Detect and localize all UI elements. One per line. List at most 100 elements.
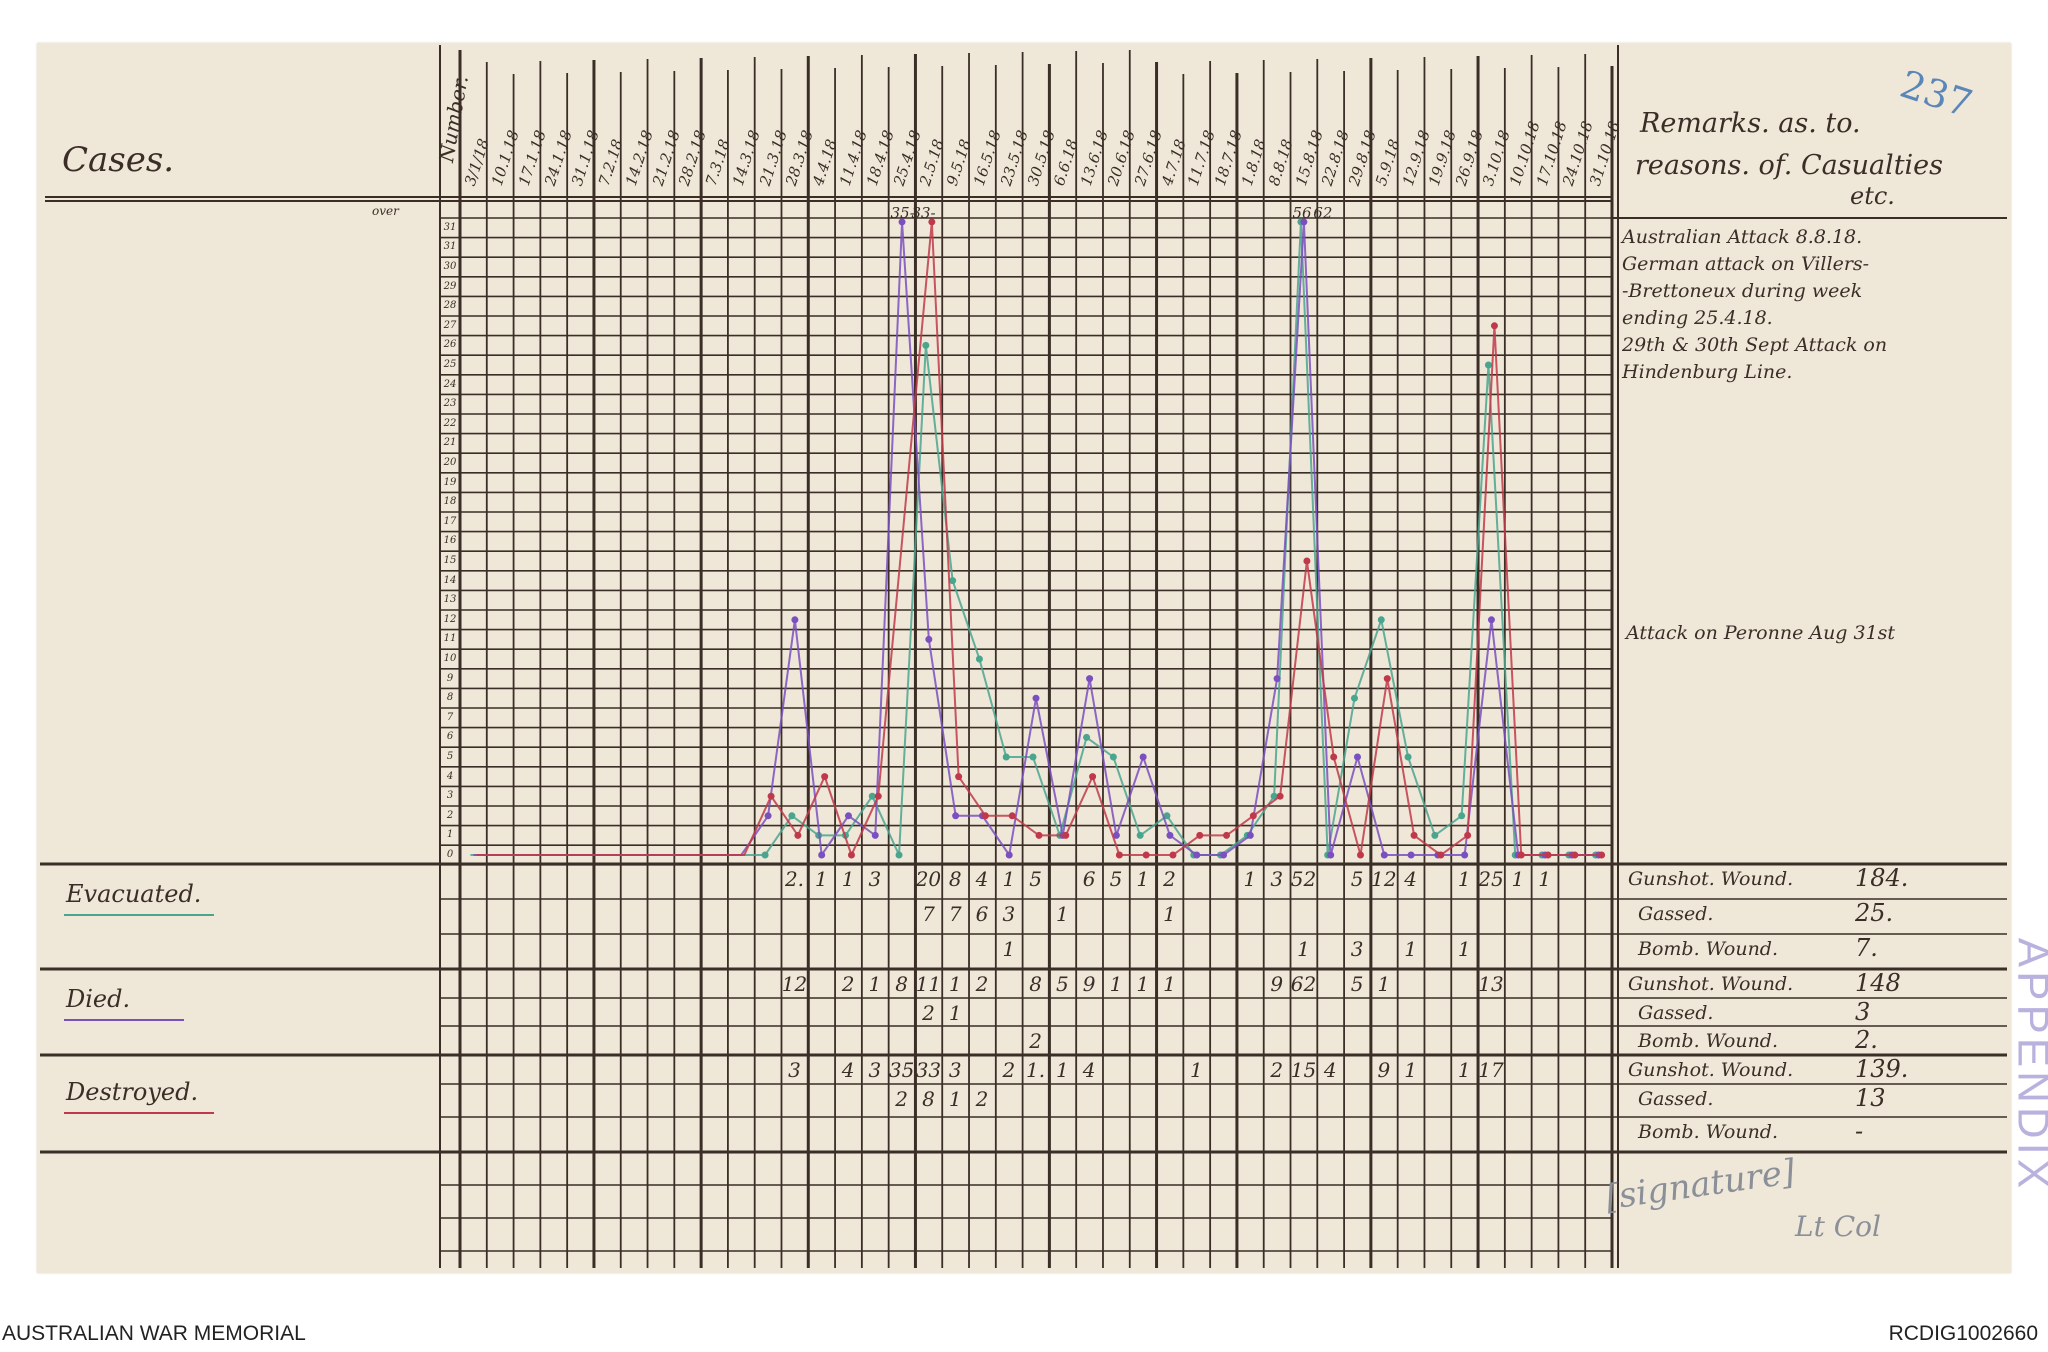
remark-line: German attack on Villers-: [1622, 253, 1870, 275]
cause-label: Bomb. Wound.: [1638, 1121, 1779, 1143]
data-point-destroyed: [1490, 322, 1498, 330]
table-cell: 3: [1350, 937, 1364, 961]
table-cell: 52: [1290, 867, 1317, 891]
legend-swatch: [64, 1112, 214, 1114]
y-tick-label: 16: [443, 535, 457, 547]
y-tick-label: 12: [443, 613, 457, 625]
table-cell: 5: [1029, 867, 1042, 891]
table-cell: 9: [1377, 1058, 1391, 1082]
y-tick-label: 23: [443, 398, 457, 410]
cause-total: 7.: [1855, 934, 1878, 962]
cause-label: Gassed.: [1638, 1088, 1714, 1110]
y-tick-label: 5: [446, 751, 454, 762]
data-point-destroyed: [981, 812, 989, 820]
data-point-destroyed: [794, 831, 802, 839]
remark-line: 29th & 30th Sept Attack on: [1622, 334, 1888, 356]
data-point-evacuated: [1350, 694, 1358, 702]
data-point-died: [764, 812, 772, 820]
table-cell: 3: [868, 867, 882, 891]
signature-rank: Lt Col: [1795, 1210, 1881, 1243]
data-point-died: [1220, 851, 1228, 859]
data-point-destroyed: [1249, 812, 1257, 820]
cause-total: 13: [1855, 1084, 1886, 1112]
group-label-destroyed: Destroyed.: [66, 1078, 199, 1106]
series-line-died: [473, 221, 1599, 858]
peak-annotation: 56: [1292, 203, 1312, 222]
table-cell: 3: [868, 1058, 882, 1082]
cause-total: -: [1855, 1117, 1864, 1145]
y-tick-label: 30: [443, 261, 457, 272]
table-cell: 4: [1323, 1058, 1337, 1082]
y-tick-label: 21: [443, 437, 457, 449]
table-cell: 1: [1136, 867, 1150, 891]
table-cell: 2.: [784, 867, 805, 891]
data-point-evacuated: [895, 851, 903, 859]
table-cell: 2: [1163, 867, 1176, 891]
cause-total: 25.: [1855, 899, 1894, 927]
y-tick-label: 22: [443, 417, 457, 429]
table-cell: 1: [948, 1087, 962, 1111]
table-cell: 1: [1538, 867, 1551, 891]
table-cell: 1: [1297, 937, 1310, 961]
data-point-destroyed: [874, 792, 882, 800]
data-point-died: [844, 812, 852, 820]
data-point-destroyed: [847, 851, 855, 859]
table-cell: 1: [1163, 972, 1176, 996]
cause-label: Gunshot. Wound.: [1628, 973, 1794, 995]
data-point-died: [1380, 851, 1388, 859]
table-cell: 2: [975, 972, 989, 996]
y-tick-label: 19: [443, 476, 457, 488]
paper-sheet: [37, 43, 2011, 1273]
data-point-died: [925, 635, 933, 643]
cause-total: 3: [1855, 998, 1871, 1026]
y-tick-label: 4: [446, 770, 454, 782]
remark-peronne: Attack on Peronne Aug 31st: [1626, 622, 1896, 644]
data-point-destroyed: [1464, 831, 1472, 839]
y-tick-label: 14: [443, 574, 457, 586]
y-tick-label: 0: [446, 849, 454, 860]
table-cell: 5: [1056, 972, 1069, 996]
y-tick-label: 17: [443, 515, 457, 527]
table-cell: 1: [948, 972, 962, 996]
remarks-header-3: etc.: [1850, 182, 1895, 210]
data-point-destroyed: [1035, 831, 1043, 839]
data-point-died: [1246, 831, 1254, 839]
table-cell: 20: [915, 867, 942, 891]
table-cell: 1: [1136, 972, 1150, 996]
data-point-evacuated: [1109, 753, 1117, 761]
cause-label: Gunshot. Wound.: [1628, 1059, 1794, 1081]
table-cell: 5: [1109, 867, 1123, 891]
data-point-died: [1353, 753, 1361, 761]
table-cell: 1: [1457, 867, 1471, 891]
y-tick-label: 10: [443, 653, 457, 664]
data-point-destroyed: [1356, 851, 1364, 859]
data-point-destroyed: [1062, 831, 1070, 839]
group-label-died: Died.: [66, 985, 131, 1013]
data-point-destroyed: [767, 792, 775, 800]
data-point-destroyed: [1276, 792, 1284, 800]
data-point-destroyed: [1223, 831, 1231, 839]
data-point-evacuated: [1002, 753, 1010, 761]
footer-record-id: RCDIG1002660: [1888, 1322, 2038, 1345]
data-point-died: [1005, 851, 1013, 859]
table-cell: 17: [1478, 1058, 1504, 1082]
cause-total: 2.: [1855, 1026, 1878, 1054]
table-cell: 2: [1270, 1058, 1284, 1082]
data-point-destroyed: [1598, 851, 1606, 859]
data-point-destroyed: [1437, 851, 1445, 859]
y-tick-label: 20: [443, 457, 457, 468]
data-point-destroyed: [928, 218, 936, 226]
table-cell: 4: [1404, 867, 1418, 891]
data-point-died: [1487, 616, 1495, 624]
table-cell: 7: [948, 902, 962, 926]
y-tick-label: 1: [446, 829, 454, 841]
table-cell: 13: [1478, 972, 1504, 996]
cause-total: 148: [1855, 969, 1901, 997]
cause-label: Bomb. Wound.: [1638, 1030, 1779, 1052]
data-point-died: [1327, 851, 1335, 859]
remark-line: Hindenburg Line.: [1622, 361, 1793, 383]
table-cell: 2: [1002, 1058, 1016, 1082]
table-cell: 7: [922, 902, 935, 926]
data-point-died: [1112, 831, 1120, 839]
data-point-evacuated: [1163, 812, 1171, 820]
